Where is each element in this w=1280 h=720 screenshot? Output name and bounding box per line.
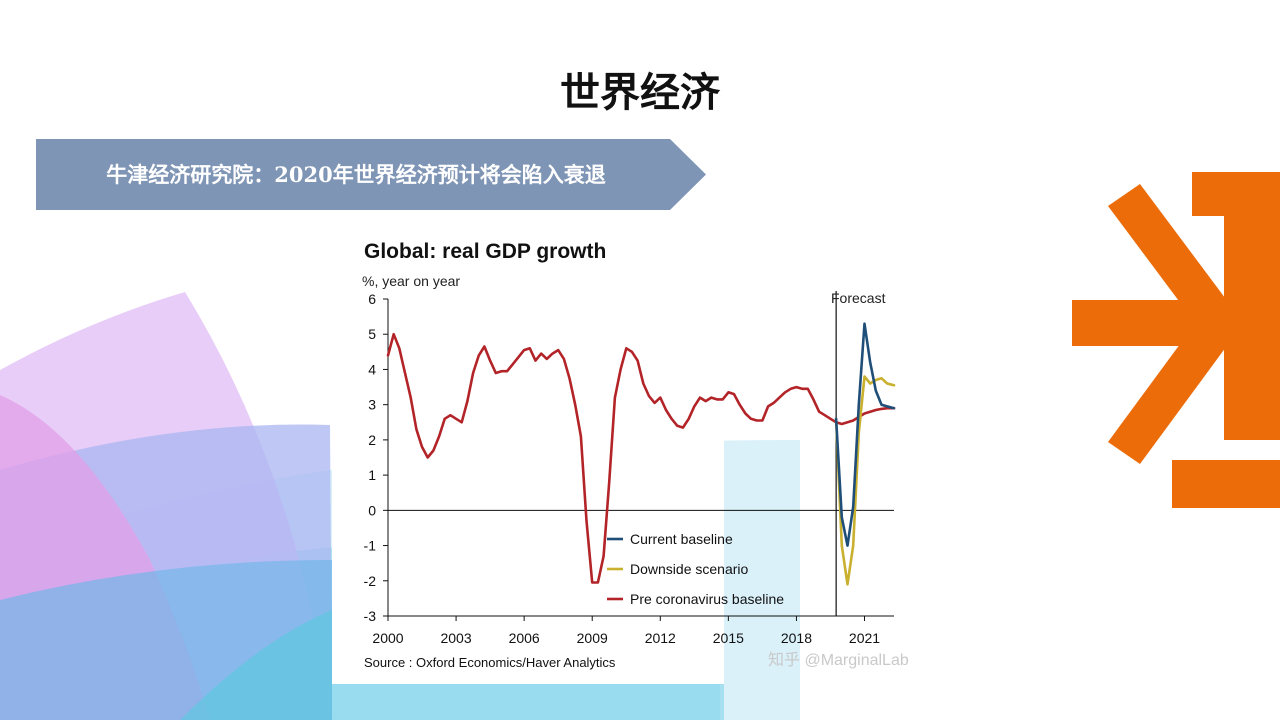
x-tick-label: 2006 [509, 630, 540, 646]
fan-cyan-right [332, 684, 724, 720]
series-layer [386, 322, 896, 586]
y-tick-label: 4 [368, 361, 376, 377]
y-tick-label: 3 [368, 397, 376, 413]
y-tick-label: 6 [368, 291, 376, 307]
forecast-annotation: Forecast [831, 290, 886, 306]
x-tick-label: 2018 [781, 630, 812, 646]
x-tick-label: 2021 [849, 630, 880, 646]
legend-label: Downside scenario [630, 561, 748, 577]
x-tick-label: 2015 [713, 630, 744, 646]
fan-teal [180, 610, 332, 720]
gdp-chart: Global: real GDP growth %, year on year … [362, 240, 896, 670]
y-tick-label: 2 [368, 432, 376, 448]
y-tick-label: -3 [364, 608, 377, 624]
legend-label: Pre coronavirus baseline [630, 591, 784, 607]
watermark: 知乎 @MarginalLab [768, 652, 909, 669]
banner-arrow-shape [36, 139, 706, 210]
source-note: Source : Oxford Economics/Haver Analytic… [364, 655, 616, 670]
x-tick-label: 2003 [440, 630, 471, 646]
y-tick-label: 0 [368, 502, 376, 518]
banner-text: 牛津经济研究院：2020年世界经济预计将会陷入衰退 [106, 162, 606, 187]
axes: -3 -2 -1 0 1 2 3 4 5 6 2000 2003 2006 2009 2012 2015 201… [364, 291, 894, 646]
y-tick-label: -2 [364, 573, 377, 589]
legend-label: Current baseline [630, 531, 733, 547]
legend: Current baseline Downside scenario Pre cor… [607, 531, 784, 607]
slide-title: 世界经济 [560, 70, 720, 116]
x-tick-label: 2012 [645, 630, 676, 646]
x-tick-label: 2000 [372, 630, 403, 646]
series-line-downside-scenario [834, 375, 896, 586]
banner: 牛津经济研究院：2020年世界经济预计将会陷入衰退 [36, 139, 706, 210]
chart-title: Global: real GDP growth [364, 240, 606, 263]
series-line-pre-coronavirus-baseline [386, 332, 896, 584]
series-line-current-baseline [834, 322, 896, 547]
y-tick-label: 1 [368, 467, 376, 483]
y-tick-label: -1 [364, 538, 377, 554]
y-tick-label: 5 [368, 326, 376, 342]
y-axis-label: %, year on year [362, 273, 460, 289]
x-tick-label: 2009 [577, 630, 608, 646]
orange-logo [1072, 172, 1280, 508]
chart-panel [332, 230, 724, 684]
